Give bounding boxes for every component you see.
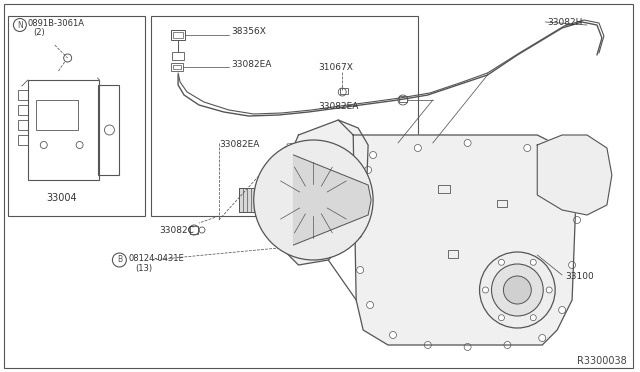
Circle shape: [365, 167, 372, 173]
Bar: [324, 139, 332, 145]
Circle shape: [483, 287, 488, 293]
Bar: [18, 120, 28, 130]
Circle shape: [499, 259, 504, 265]
Circle shape: [336, 241, 343, 248]
Bar: [239, 188, 269, 212]
Circle shape: [479, 252, 555, 328]
Text: (13): (13): [135, 264, 152, 273]
Circle shape: [355, 170, 362, 177]
Text: 31067X: 31067X: [318, 63, 353, 72]
Bar: [438, 185, 450, 193]
Circle shape: [464, 140, 471, 147]
Text: 33082H: 33082H: [547, 18, 582, 27]
Circle shape: [492, 264, 543, 316]
Circle shape: [559, 307, 566, 314]
Bar: [190, 226, 198, 234]
Text: 08124-0431E: 08124-0431E: [129, 254, 184, 263]
Polygon shape: [278, 120, 368, 265]
Bar: [18, 105, 28, 115]
Text: 0891B-3061A: 0891B-3061A: [28, 19, 85, 28]
Circle shape: [362, 196, 369, 203]
Circle shape: [568, 182, 575, 189]
Circle shape: [355, 231, 362, 238]
Bar: [173, 65, 181, 69]
Bar: [36, 100, 77, 130]
Text: N: N: [17, 20, 23, 29]
Circle shape: [274, 160, 353, 240]
Bar: [340, 88, 348, 94]
Circle shape: [265, 170, 272, 177]
Circle shape: [414, 144, 421, 151]
Circle shape: [504, 276, 531, 304]
Circle shape: [284, 151, 291, 158]
Bar: [173, 32, 183, 38]
Polygon shape: [537, 135, 612, 215]
Bar: [18, 135, 28, 145]
Text: 33100: 33100: [565, 272, 594, 281]
Text: B: B: [117, 256, 122, 264]
Text: 33082C: 33082C: [159, 226, 194, 235]
Circle shape: [568, 262, 575, 269]
Circle shape: [546, 287, 552, 293]
Circle shape: [258, 196, 265, 203]
Circle shape: [504, 341, 511, 349]
Circle shape: [356, 196, 364, 203]
Bar: [97, 85, 120, 175]
Text: 33082EA: 33082EA: [231, 60, 271, 69]
Circle shape: [524, 144, 531, 151]
Bar: [172, 52, 184, 60]
Polygon shape: [294, 155, 371, 245]
Circle shape: [367, 301, 374, 308]
Circle shape: [298, 185, 328, 215]
Bar: [151, 16, 418, 216]
Text: R3300038: R3300038: [577, 356, 627, 366]
Circle shape: [355, 222, 362, 230]
Circle shape: [499, 315, 504, 321]
Text: (2): (2): [33, 28, 45, 37]
Circle shape: [310, 144, 317, 151]
Text: 38356X: 38356X: [231, 27, 266, 36]
Text: 33082EA: 33082EA: [318, 102, 358, 111]
Circle shape: [265, 222, 272, 230]
Bar: [8, 16, 145, 216]
Circle shape: [284, 241, 291, 248]
Circle shape: [561, 157, 597, 193]
Circle shape: [370, 151, 376, 158]
Circle shape: [356, 266, 364, 273]
Circle shape: [390, 331, 396, 339]
Circle shape: [573, 217, 580, 224]
Circle shape: [554, 151, 561, 158]
Bar: [399, 96, 407, 102]
Circle shape: [253, 140, 373, 260]
Circle shape: [531, 259, 536, 265]
Circle shape: [539, 334, 546, 341]
Text: 33004: 33004: [46, 193, 77, 203]
Circle shape: [297, 241, 304, 248]
Circle shape: [424, 341, 431, 349]
Bar: [28, 80, 99, 180]
Circle shape: [310, 248, 317, 256]
Circle shape: [305, 192, 321, 208]
Bar: [497, 200, 508, 207]
Bar: [171, 30, 185, 40]
Circle shape: [531, 315, 536, 321]
Polygon shape: [353, 135, 577, 345]
Bar: [18, 90, 28, 100]
Bar: [171, 63, 183, 71]
Circle shape: [569, 165, 589, 185]
Circle shape: [464, 343, 471, 350]
Bar: [448, 250, 458, 258]
Circle shape: [336, 151, 343, 158]
Text: 33082EA: 33082EA: [219, 140, 259, 149]
